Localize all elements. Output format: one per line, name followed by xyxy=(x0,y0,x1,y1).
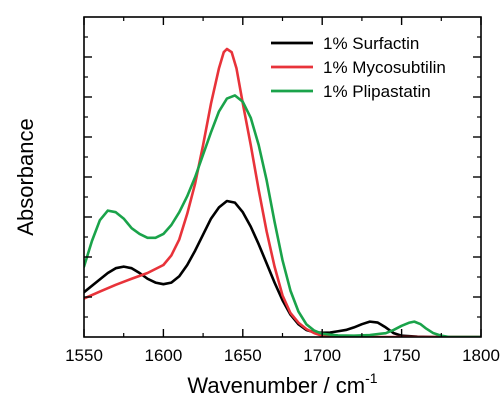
ticks-layer: 1550 1600 1650 1700 1750 1800 xyxy=(65,17,500,365)
legend-label-3: 1% Plipastatin xyxy=(323,82,431,101)
legend-label-2: 1% Mycosubtilin xyxy=(323,58,446,77)
x-tick-label: 1650 xyxy=(224,346,262,365)
x-tick-label: 1550 xyxy=(65,346,103,365)
x-tick-label: 1800 xyxy=(462,346,500,365)
x-axis-label-main: Wavenumber / cm xyxy=(187,373,365,398)
x-tick-label: 1600 xyxy=(144,346,182,365)
series-layer xyxy=(84,47,481,337)
x-tick-label: 1750 xyxy=(383,346,421,365)
series-line-1 xyxy=(84,199,481,337)
x-axis-label-superscript: -1 xyxy=(365,370,378,386)
x-axis-label: Wavenumber / cm-1 xyxy=(187,370,377,398)
x-tick-label: 1700 xyxy=(303,346,341,365)
y-axis-label: Absorbance xyxy=(13,118,38,235)
legend-label-1: 1% Surfactin xyxy=(323,34,419,53)
series-line-3 xyxy=(84,94,481,337)
legend: 1% Surfactin 1% Mycosubtilin 1% Plipastati… xyxy=(271,34,446,101)
